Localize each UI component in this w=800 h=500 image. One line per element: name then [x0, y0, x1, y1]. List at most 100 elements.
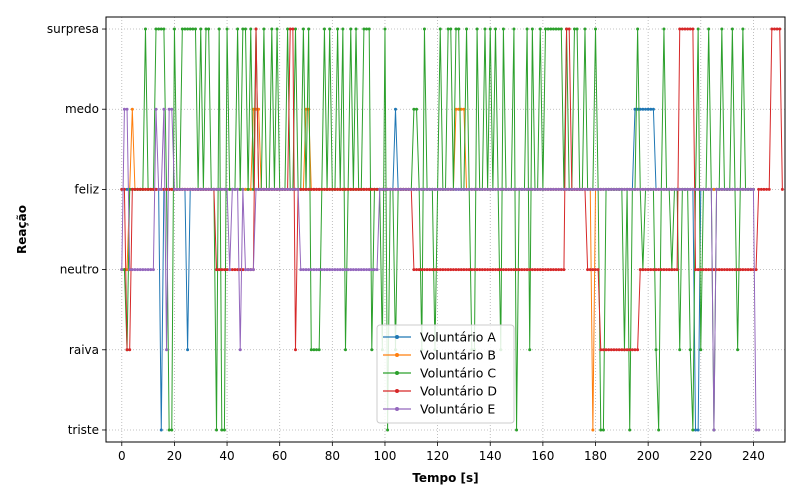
data-point [191, 27, 195, 31]
data-point [688, 348, 692, 352]
data-point [278, 187, 282, 191]
data-point [491, 187, 495, 191]
data-point [649, 268, 653, 272]
data-point [546, 268, 550, 272]
data-point [649, 107, 653, 111]
data-point [415, 268, 419, 272]
data-point [596, 187, 600, 191]
data-point [441, 187, 445, 191]
data-point [383, 27, 387, 31]
data-point [180, 27, 184, 31]
data-point [541, 187, 545, 191]
data-point [162, 27, 166, 31]
data-point [612, 187, 616, 191]
data-point [362, 187, 366, 191]
data-point [120, 268, 124, 272]
data-point [301, 27, 305, 31]
data-point [128, 187, 132, 191]
data-point [270, 187, 274, 191]
data-point [475, 268, 479, 272]
data-point [291, 27, 295, 31]
data-point [501, 187, 505, 191]
data-point [544, 268, 548, 272]
data-point [254, 187, 258, 191]
data-point [465, 268, 469, 272]
data-point [288, 27, 292, 31]
data-point [159, 27, 163, 31]
data-point [641, 107, 645, 111]
data-point [520, 268, 524, 272]
data-point [633, 348, 637, 352]
y-tick-label: triste [68, 423, 99, 437]
data-point [591, 268, 595, 272]
data-point [712, 428, 716, 432]
data-point [520, 187, 524, 191]
data-point [312, 348, 316, 352]
data-point [601, 428, 605, 432]
data-point [578, 187, 582, 191]
data-point [201, 187, 205, 191]
legend-item: Voluntário C [383, 366, 496, 381]
data-point [612, 348, 616, 352]
data-point [483, 187, 487, 191]
data-point [191, 187, 195, 191]
data-point [275, 187, 279, 191]
data-point [609, 187, 613, 191]
data-point [246, 268, 250, 272]
data-point [322, 268, 326, 272]
data-point [678, 187, 682, 191]
data-point [207, 27, 211, 31]
data-point [241, 27, 245, 31]
data-point [130, 268, 134, 272]
data-point [428, 187, 432, 191]
data-point [522, 268, 526, 272]
data-point [525, 268, 529, 272]
x-tick-label: 240 [742, 449, 765, 463]
data-point [651, 268, 655, 272]
data-point [130, 187, 134, 191]
data-point [701, 268, 705, 272]
data-point [504, 187, 508, 191]
data-point [730, 187, 734, 191]
data-point [596, 268, 600, 272]
data-point [670, 187, 674, 191]
data-point [678, 348, 682, 352]
data-point [141, 268, 145, 272]
data-point [462, 107, 466, 111]
data-point [299, 268, 303, 272]
data-point [336, 187, 340, 191]
data-point [741, 27, 745, 31]
data-point [588, 187, 592, 191]
data-point [338, 187, 342, 191]
data-point [559, 27, 563, 31]
data-point [293, 27, 297, 31]
data-point [128, 348, 132, 352]
data-point [636, 187, 640, 191]
x-tick-label: 200 [637, 449, 660, 463]
data-point [754, 428, 758, 432]
x-tick-label: 220 [689, 449, 712, 463]
data-point [572, 187, 576, 191]
data-point [475, 27, 479, 31]
data-point [538, 27, 542, 31]
data-point [525, 187, 529, 191]
data-point [412, 268, 416, 272]
data-point [438, 27, 442, 31]
data-point [644, 187, 648, 191]
data-point [665, 268, 669, 272]
data-point [672, 187, 676, 191]
data-point [399, 187, 403, 191]
data-point [209, 187, 213, 191]
data-point [146, 187, 150, 191]
data-point [644, 268, 648, 272]
data-point [722, 268, 726, 272]
data-point [138, 268, 142, 272]
data-point [412, 107, 416, 111]
data-point [662, 268, 666, 272]
x-tick-label: 100 [374, 449, 397, 463]
data-point [696, 187, 700, 191]
legend-label: Voluntário E [420, 402, 495, 417]
data-point [744, 187, 748, 191]
data-point [307, 187, 311, 191]
data-point [309, 348, 313, 352]
